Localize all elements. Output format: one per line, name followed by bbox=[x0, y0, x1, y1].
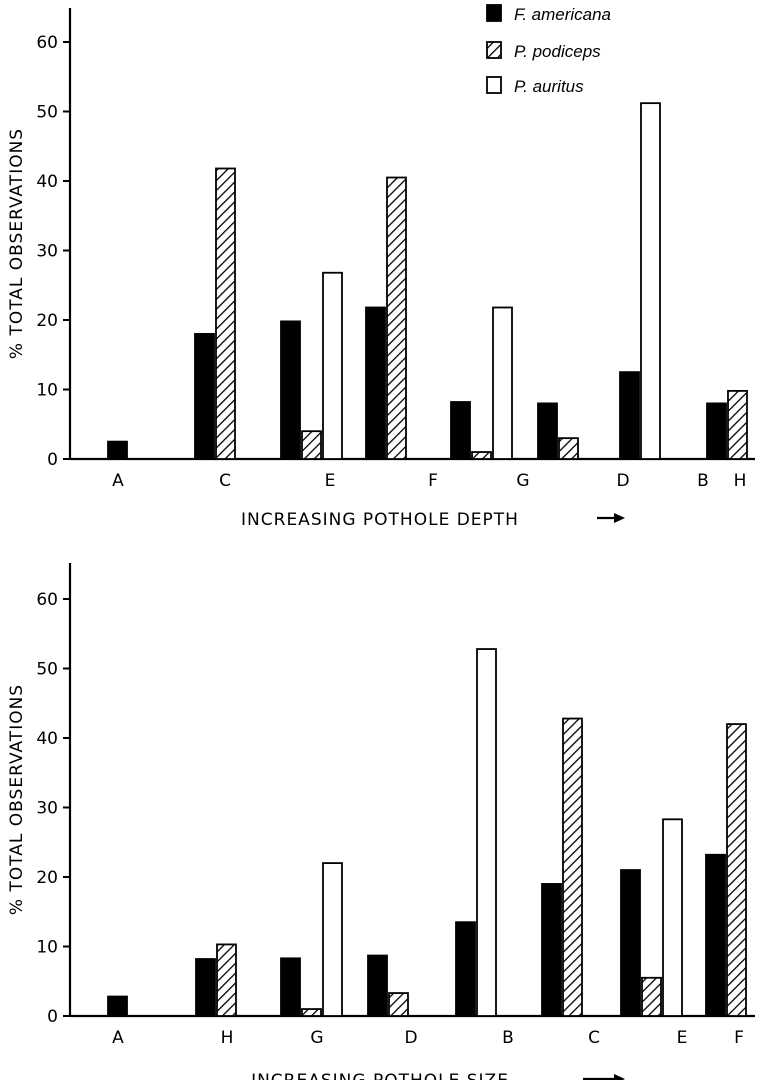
depth-category-label: D bbox=[616, 471, 629, 491]
size-bar-G-p-auritus bbox=[322, 862, 343, 1017]
depth-bar-C-p-podiceps bbox=[215, 167, 236, 460]
size-bar-G-p-podiceps bbox=[301, 1008, 322, 1017]
size-category-label: C bbox=[588, 1028, 600, 1048]
size-bar-H-p-podiceps bbox=[216, 943, 237, 1017]
depth-category-label: A bbox=[112, 471, 124, 491]
depth-bar-F-p-podiceps bbox=[386, 176, 407, 460]
legend-swatch-open bbox=[486, 76, 502, 94]
depth-category-label: H bbox=[734, 471, 747, 491]
size-bar-B-p-auritus bbox=[476, 648, 497, 1017]
size-y-tick-label: 30 bbox=[36, 799, 58, 819]
depth-bar-G-p-podiceps bbox=[471, 451, 492, 460]
size-y-tick-label: 0 bbox=[47, 1007, 58, 1027]
depth-arrowhead-icon bbox=[614, 513, 625, 523]
legend-swatch-hatched bbox=[486, 41, 502, 59]
size-bar-D-p-podiceps bbox=[388, 992, 409, 1017]
size-category-label: H bbox=[221, 1028, 234, 1048]
depth-bar-B-p-auritus bbox=[640, 102, 661, 460]
legend-label: P. podiceps bbox=[514, 42, 601, 61]
depth-bar-C-f-americana bbox=[194, 332, 215, 460]
size-bar-F-f-americana bbox=[705, 853, 726, 1017]
size-category-label: E bbox=[677, 1028, 688, 1048]
size-bar-E-p-podiceps bbox=[641, 976, 662, 1017]
legend-label: P. auritus bbox=[514, 77, 584, 96]
depth-y-tick-label: 60 bbox=[36, 33, 58, 53]
depth-x-axis-title: INCREASING POTHOLE DEPTH bbox=[241, 510, 519, 530]
depth-bar-G-p-auritus bbox=[492, 306, 513, 460]
size-y-tick-label: 60 bbox=[36, 590, 58, 610]
depth-y-axis-title: % TOTAL OBSERVATIONS bbox=[7, 128, 27, 359]
size-bar-E-p-auritus bbox=[662, 818, 683, 1017]
size-category-label: F bbox=[734, 1028, 744, 1048]
depth-category-label: E bbox=[325, 471, 336, 491]
size-y-tick-label: 40 bbox=[36, 729, 58, 749]
depth-y-tick-label: 0 bbox=[47, 450, 58, 470]
depth-bar-E-p-auritus bbox=[322, 271, 343, 460]
depth-category-label: G bbox=[516, 471, 529, 491]
depth-y-tick-label: 20 bbox=[36, 311, 58, 331]
depth-bar-E-f-americana bbox=[280, 320, 301, 460]
size-category-label: A bbox=[112, 1028, 124, 1048]
depth-bar-D-f-americana bbox=[537, 402, 558, 460]
size-arrowhead-icon bbox=[614, 1074, 625, 1080]
size-bar-C-p-podiceps bbox=[562, 717, 583, 1017]
size-y-tick-label: 50 bbox=[36, 660, 58, 680]
depth-category-label: F bbox=[428, 471, 438, 491]
size-bar-E-f-americana bbox=[620, 869, 641, 1017]
size-x-axis-title: INCREASING POTHOLE SIZE bbox=[251, 1071, 509, 1080]
size-y-tick-label: 10 bbox=[36, 938, 58, 958]
legend: F. americana P. podiceps P. auritus bbox=[486, 4, 611, 96]
size-category-label: B bbox=[502, 1028, 514, 1048]
size-bar-H-f-americana bbox=[195, 958, 216, 1017]
size-bar-F-p-podiceps bbox=[726, 723, 747, 1017]
size-bar-B-f-americana bbox=[455, 921, 476, 1017]
depth-bar-H-p-podiceps bbox=[727, 389, 748, 460]
depth-bar-H-f-americana bbox=[706, 402, 727, 460]
depth-bar-F-f-americana bbox=[365, 306, 386, 460]
size-category-label: D bbox=[404, 1028, 417, 1048]
depth-bar-G-f-americana bbox=[450, 401, 471, 460]
depth-category-label: B bbox=[697, 471, 709, 491]
size-category-label: G bbox=[310, 1028, 323, 1048]
depth-y-tick-label: 50 bbox=[36, 103, 58, 123]
size-y-tick-label: 20 bbox=[36, 868, 58, 888]
legend-label: F. americana bbox=[514, 5, 611, 24]
size-y-axis-title: % TOTAL OBSERVATIONS bbox=[7, 684, 27, 915]
legend-swatch-solid bbox=[486, 4, 502, 22]
size-bar-C-f-americana bbox=[541, 883, 562, 1017]
depth-y-tick-label: 40 bbox=[36, 172, 58, 192]
depth-bar-B-f-americana bbox=[619, 371, 640, 460]
size-bar-D-f-americana bbox=[367, 954, 388, 1017]
depth-y-tick-label: 30 bbox=[36, 242, 58, 262]
size-chart: 0 10 20 30 40 50 60 % TOTAL OBSERVATIONS A H G D B C E… bbox=[7, 563, 755, 1080]
depth-bar-D-p-podiceps bbox=[558, 437, 579, 460]
depth-y-tick-label: 10 bbox=[36, 381, 58, 401]
size-bar-A-f-americana bbox=[107, 995, 128, 1017]
depth-bar-E-p-podiceps bbox=[301, 430, 322, 460]
depth-bar-A-f-americana bbox=[107, 440, 128, 460]
depth-category-label: C bbox=[219, 471, 231, 491]
depth-chart: 0 10 20 30 40 50 60 % TOTAL OBSERVATIONS A C E F G D B… bbox=[7, 8, 755, 530]
size-bar-G-f-americana bbox=[280, 957, 301, 1017]
